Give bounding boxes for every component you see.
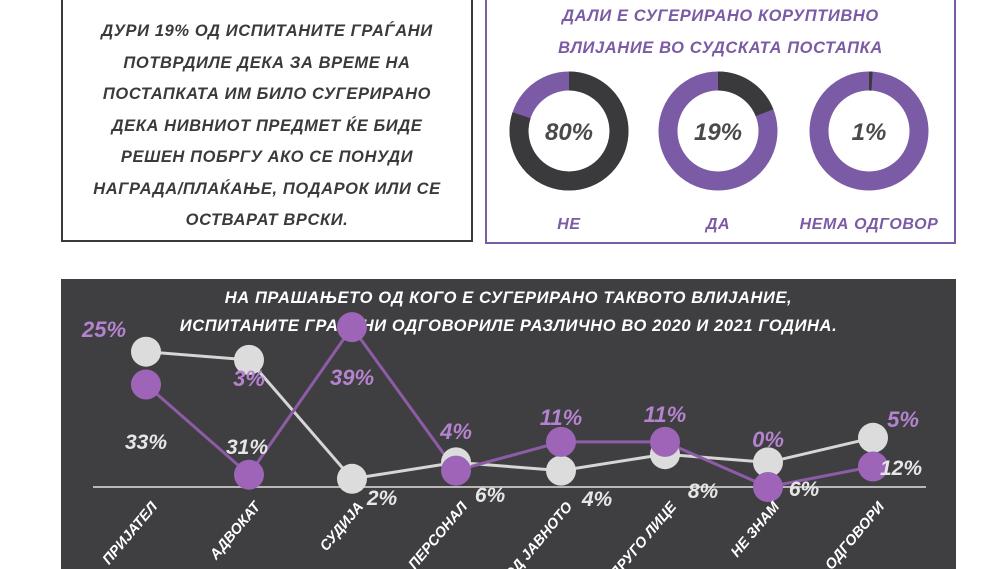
donut-value-label: 80%: [545, 119, 593, 146]
x-tick-label: ПРИЈАТЕЛ: [100, 499, 162, 569]
series-2021-point: [858, 422, 888, 453]
donut-value-label: 19%: [694, 119, 742, 146]
series-2020-point: [441, 455, 471, 486]
donut-value-label: 1%: [852, 119, 887, 146]
x-tick-label: ДРУГО ЛИЦЕ: [606, 498, 681, 569]
donut-slice: [658, 71, 778, 191]
series-2021-value-label: 6%: [475, 484, 506, 507]
series-2021-value-label: 12%: [880, 457, 922, 480]
donut-panel: ДАЛИ Е СУГЕРИРАНО КОРУПТИВНО ВЛИЈАНИЕ ВО…: [485, 0, 956, 244]
info-text: ДУРИ 19% ОД ИСПИТАНИТЕ ГРАЃАНИ ПОТВРДИЛЕ…: [93, 22, 441, 229]
series-2020-point: [234, 459, 264, 490]
series-2021-point: [234, 344, 264, 375]
series-2020-point: [131, 369, 161, 400]
x-tick-label: ОДГОВОРИ: [822, 499, 888, 569]
x-tick-label: АДВОКАТ: [206, 498, 264, 563]
x-tick-label: ПЕРСОНАЛ: [406, 498, 472, 569]
donut-1: 80% НЕ: [509, 71, 629, 233]
series-2021-value-label: 4%: [581, 488, 613, 511]
series-2020-value-label: 3%: [233, 366, 265, 391]
series-2021-point: [546, 455, 576, 486]
donut-category-label: НЕ: [557, 216, 581, 233]
donut-slice: [809, 71, 929, 191]
series-2020-value-label: 4%: [439, 419, 472, 444]
series-2020-point: [858, 451, 888, 482]
donut-slice: [509, 71, 629, 191]
series-2021-point: [131, 336, 161, 367]
donut-charts: 80% НЕ 19% ДА 1% НЕМА ОДГОВОР: [509, 71, 939, 233]
info-box: ДУРИ 19% ОД ИСПИТАНИТЕ ГРАЃАНИ ПОТВРДИЛЕ…: [61, 0, 473, 242]
series-2021-value-label: 33%: [125, 431, 167, 454]
donut-category-label: НЕМА ОДГОВОР: [800, 216, 939, 233]
line-chart: 25% 3% 39% 4% 11% 11% 0% 5% 33% 31% 2% 6% 4% 8% 6% 12% П…: [81, 312, 926, 569]
series-2021-point: [753, 447, 783, 478]
series-2020-value-label: 0%: [752, 427, 784, 452]
donut-panel-title-line2: ВЛИЈАНИЕ ВО СУДСКАТА ПОСТАПКА: [558, 39, 883, 57]
series-2020-point: [650, 426, 680, 457]
series-2021-line: [145, 350, 874, 481]
x-tick-label: НЕ ЗНАМ: [728, 499, 784, 561]
series-2020-point: [753, 472, 783, 502]
x-tick-label: СУДИЈА: [317, 499, 367, 554]
series-2021-value-label: 6%: [789, 478, 820, 501]
x-tick-label: ОД ЈАВНОТО: [502, 499, 577, 569]
line-chart-title-line1: НА ПРАШАЊЕТО ОД КОГО Е СУГЕРИРАНО ТАКВОТ…: [224, 289, 793, 307]
donut-category-label: ДА: [704, 216, 730, 233]
series-2020-value-label: 11%: [644, 402, 686, 427]
line-chart-panel: НА ПРАШАЊЕТО ОД КОГО Е СУГЕРИРАНО ТАКВОТ…: [61, 279, 956, 569]
series-2020-point: [546, 426, 576, 457]
series-2020-value-label: 25%: [81, 317, 126, 342]
series-2020-point: [337, 312, 367, 343]
donut-3: 1% НЕМА ОДГОВОР: [800, 71, 939, 233]
series-2020-value-label: 5%: [887, 407, 919, 432]
series-2021-value-label: 2%: [366, 487, 398, 510]
series-2020-line: [145, 324, 874, 489]
series-2021-value-label: 31%: [226, 436, 268, 459]
donut-panel-title-line1: ДАЛИ Е СУГЕРИРАНО КОРУПТИВНО: [562, 7, 879, 25]
series-2020-value-label: 11%: [540, 405, 582, 430]
series-2020-value-label: 39%: [330, 365, 374, 390]
donut-2: 19% ДА: [658, 71, 778, 233]
series-2021-value-label: 8%: [688, 480, 719, 503]
series-2021-point: [337, 463, 367, 494]
